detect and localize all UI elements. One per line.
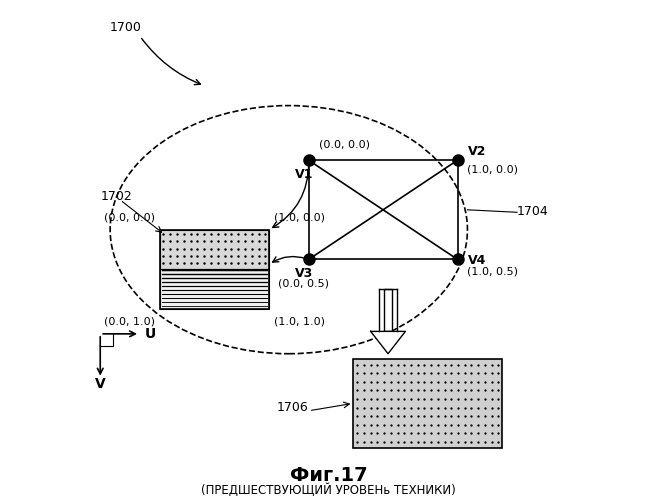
Text: 1704: 1704 <box>517 205 549 218</box>
Text: V: V <box>95 378 106 392</box>
Bar <box>384 289 392 332</box>
Bar <box>160 230 269 309</box>
Bar <box>353 358 502 448</box>
Text: (1.0, 1.0): (1.0, 1.0) <box>274 316 325 326</box>
Text: (1.0, 0.0): (1.0, 0.0) <box>274 212 325 222</box>
Bar <box>160 230 269 270</box>
Text: V4: V4 <box>467 254 486 268</box>
Text: (0.0, 0.0): (0.0, 0.0) <box>319 140 370 150</box>
Text: (ПРЕДШЕСТВУЮЩИЙ УРОВЕНь ТЕХНИКИ): (ПРЕДШЕСТВУЮЩИЙ УРОВЕНь ТЕХНИКИ) <box>201 484 456 497</box>
Text: (0.0, 0.0): (0.0, 0.0) <box>104 212 155 222</box>
Polygon shape <box>371 332 405 353</box>
Text: U: U <box>145 327 156 341</box>
Text: 1706: 1706 <box>277 401 309 414</box>
Text: (1.0, 0.5): (1.0, 0.5) <box>467 266 518 276</box>
Text: 1702: 1702 <box>101 190 132 203</box>
Text: (0.0, 0.5): (0.0, 0.5) <box>278 278 329 288</box>
Text: Фиг.17: Фиг.17 <box>290 466 367 485</box>
Text: V2: V2 <box>467 145 486 158</box>
Text: (1.0, 0.0): (1.0, 0.0) <box>467 164 518 174</box>
Text: V3: V3 <box>294 267 313 280</box>
Bar <box>160 270 269 309</box>
Text: V1: V1 <box>294 168 313 180</box>
Text: 1700: 1700 <box>110 21 142 34</box>
Text: (0.0, 1.0): (0.0, 1.0) <box>104 316 155 326</box>
